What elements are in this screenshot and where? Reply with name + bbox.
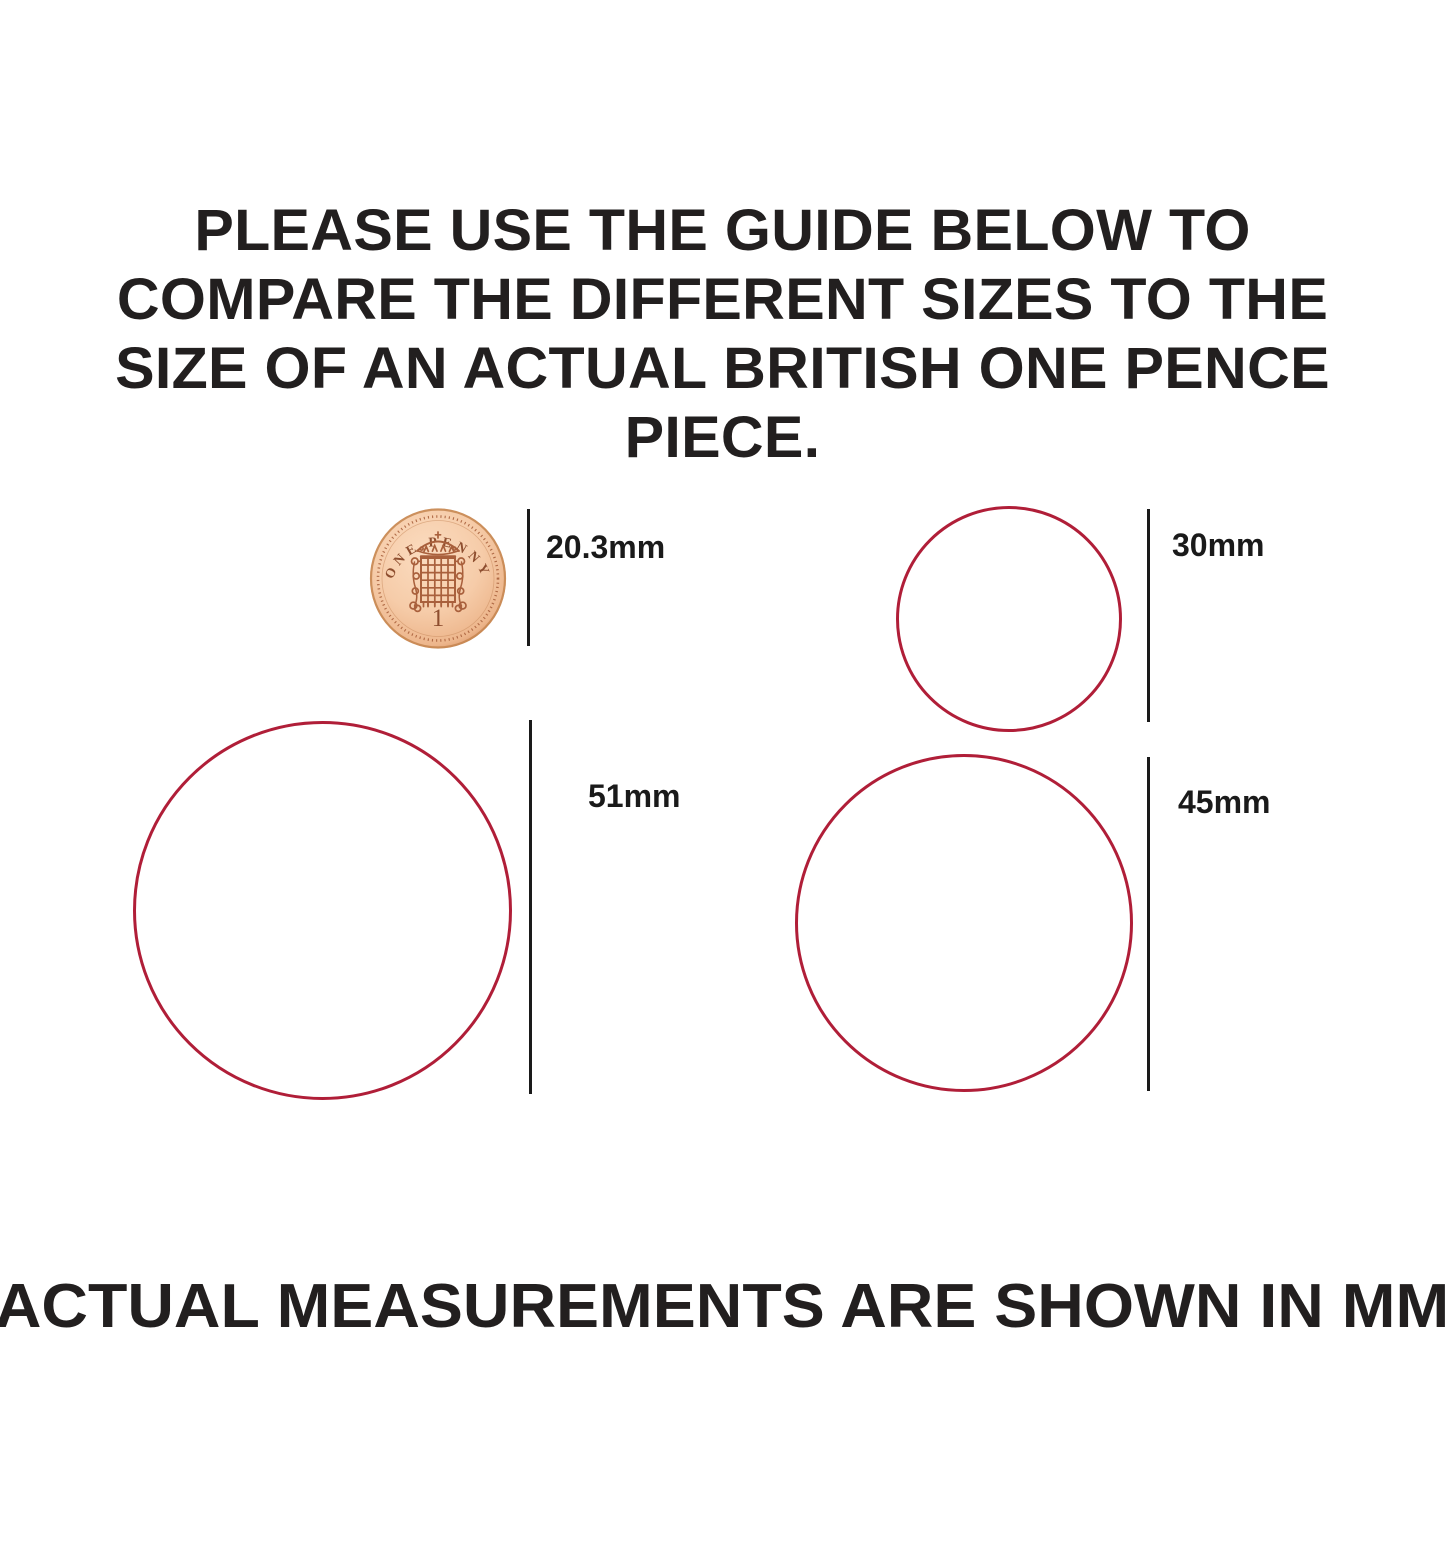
- size-circle-30mm: [896, 506, 1122, 732]
- measure-rule-51mm: [529, 720, 532, 1094]
- one-pence-coin: ONE PENNY: [369, 508, 507, 649]
- measure-rule-20mm: [527, 509, 530, 646]
- page-title: PLEASE USE THE GUIDE BELOW TO COMPARE TH…: [115, 198, 1330, 470]
- measure-rule-45mm: [1147, 757, 1150, 1091]
- size-circle-51mm: [133, 721, 512, 1100]
- measure-label-51mm: 51mm: [588, 778, 681, 814]
- measure-rule-30mm: [1147, 509, 1150, 722]
- footer-caption: ACTUAL MEASUREMENTS ARE SHOWN IN MM: [0, 1272, 1445, 1341]
- measure-label-20mm: 20.3mm: [546, 529, 666, 565]
- measure-label-30mm: 30mm: [1172, 527, 1265, 563]
- size-circle-45mm: [795, 754, 1133, 1092]
- measure-label-45mm: 45mm: [1178, 784, 1271, 820]
- svg-text:1: 1: [432, 605, 445, 632]
